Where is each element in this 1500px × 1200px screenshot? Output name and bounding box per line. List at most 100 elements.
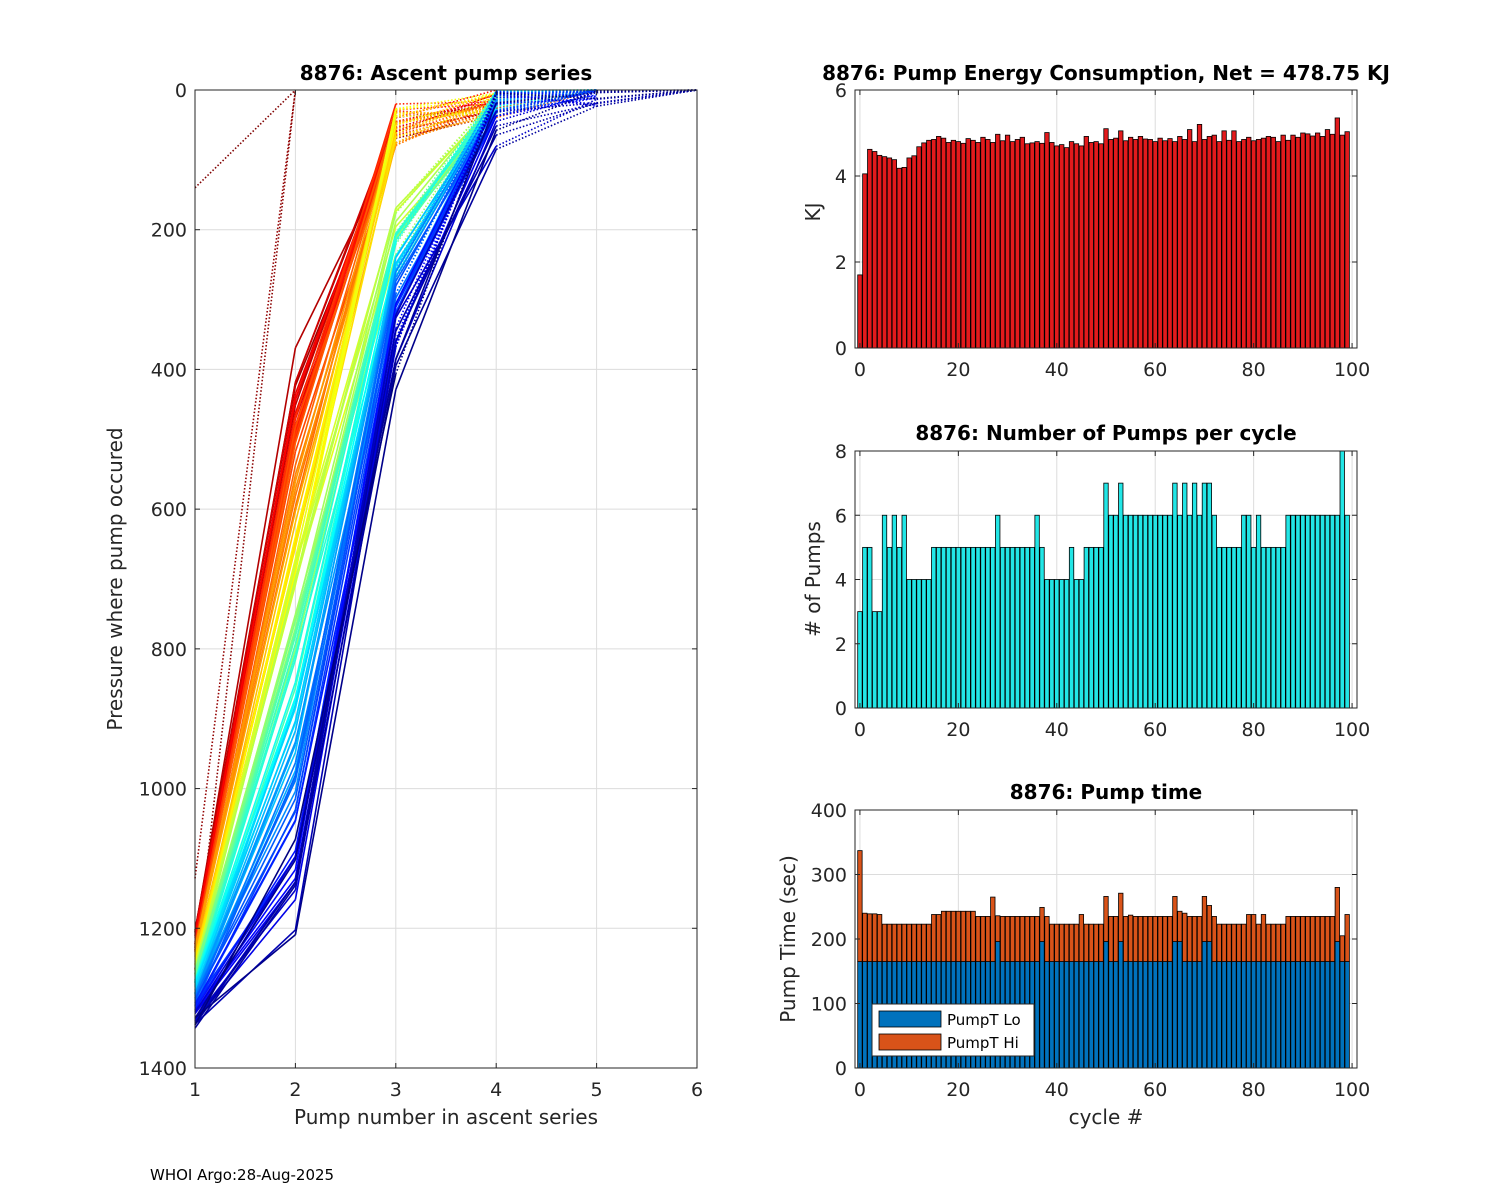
ascent-line-segment <box>395 102 497 146</box>
pumps-bar <box>1044 579 1050 709</box>
pumptime-bar-hi <box>980 916 986 962</box>
pumps-bar <box>1049 579 1055 709</box>
ascent-line-segment <box>496 91 597 104</box>
pumptime-bar-hi <box>1319 916 1326 962</box>
energy-bar <box>1093 141 1099 349</box>
y-tick-label: 0 <box>835 1058 847 1080</box>
pumptime-bar-hi <box>1137 916 1144 962</box>
pumptime-bar-lo <box>1059 961 1065 1069</box>
pumptime-bar-hi <box>1029 916 1035 962</box>
ascent-axes-box <box>194 89 698 1069</box>
energy-bar <box>1123 140 1129 349</box>
pumptime-bar-lo <box>1300 961 1306 1069</box>
energy-bar <box>1044 132 1050 349</box>
pumps-bar <box>970 546 976 709</box>
y-tick-label: 2 <box>835 634 847 656</box>
energy-bar <box>1191 141 1198 349</box>
pumps-bar <box>1000 546 1006 709</box>
energy-bar <box>1147 139 1153 349</box>
pumptime-bar-lo <box>1118 941 1124 1069</box>
ascent-line-segment <box>294 373 397 840</box>
ascent-line-segment <box>395 100 497 105</box>
ascent-line-segment <box>194 877 297 1012</box>
x-tick-label: 100 <box>1334 719 1370 741</box>
pumps-bar <box>1280 546 1286 709</box>
pumptime-bar-lo <box>1324 961 1331 1069</box>
energy-bar <box>886 157 893 349</box>
y-tick-label: 1000 <box>139 779 187 801</box>
ascent-line-segment <box>294 268 397 731</box>
pumps-bar <box>945 546 952 709</box>
y-tick-label: 6 <box>835 505 847 527</box>
pumps-bar <box>1196 514 1203 709</box>
pumptime-bar-hi <box>1201 896 1208 942</box>
pumptime-bar-lo <box>1127 961 1134 1069</box>
ascent-line-segment <box>194 510 297 952</box>
x-tick-label: 80 <box>1242 1079 1266 1101</box>
pumps-bar <box>1182 482 1188 709</box>
ascent-line-segment <box>395 103 497 305</box>
pumps-bar <box>896 546 902 709</box>
footer-stamp: WHOI Argo:28-Aug-2025 <box>150 1166 335 1184</box>
pumps-bar <box>995 514 1001 709</box>
energy-bar <box>1059 144 1065 349</box>
x-tick-label: 0 <box>854 719 866 741</box>
pumptime-bar-lo <box>1137 961 1144 1069</box>
pumps-bar <box>862 546 868 709</box>
pumps-bar <box>886 546 893 709</box>
pumptime-bar-hi <box>1108 916 1114 962</box>
legend-label-lo: PumpT Lo <box>947 1011 1021 1029</box>
x-tick-label: 4 <box>490 1079 502 1101</box>
ascent-line-segment <box>294 280 397 776</box>
energy-bar <box>1152 141 1158 349</box>
pumptime-bar-hi <box>1310 916 1316 962</box>
ascent-line-segment <box>294 234 397 661</box>
pumps-bar <box>1088 546 1094 709</box>
pumptime-bar-hi <box>1182 912 1188 962</box>
pumptime-bar-lo <box>1295 961 1301 1069</box>
pumps-bar <box>1201 482 1208 709</box>
pumps-bar <box>872 611 878 709</box>
ascent-line-segment <box>495 98 597 147</box>
pumps-bar <box>911 579 917 709</box>
pumptime-bar-hi <box>1206 905 1212 942</box>
pumptime-bar-lo <box>1305 961 1311 1069</box>
x-tick-label: 40 <box>1045 359 1069 381</box>
pumptime-bar-hi <box>1295 916 1301 962</box>
energy-bar <box>1108 139 1114 349</box>
pumptime-bar-hi <box>1103 896 1109 942</box>
pumps-bar <box>975 546 981 709</box>
ascent-line-segment <box>395 97 497 134</box>
energy-bar <box>940 137 947 349</box>
energy-bar <box>1103 128 1109 349</box>
pumptime-bar-lo <box>1191 961 1198 1069</box>
pumptime-bar-lo <box>1167 961 1173 1069</box>
pumptime-bar-hi <box>1191 916 1198 962</box>
pumptime-bar-hi <box>1241 923 1247 962</box>
pumps-bar <box>1059 579 1065 709</box>
y-tick-label: 800 <box>151 639 187 661</box>
pumptime-bar-lo <box>1206 941 1212 1069</box>
pumps-bar <box>990 546 996 709</box>
pumptime-bar-hi <box>1231 923 1237 962</box>
pumptime-bar-lo <box>1329 961 1336 1069</box>
ascent-line-segment <box>194 934 296 1019</box>
x-tick-label: 60 <box>1143 359 1167 381</box>
pumps-bar <box>1206 482 1212 709</box>
pumps-bar <box>1241 514 1247 709</box>
ascent-line-segment <box>294 208 397 579</box>
pumptime-bar-lo <box>1123 961 1129 1069</box>
x-tick-label: 80 <box>1242 719 1266 741</box>
pumptime-bar-lo <box>1039 941 1045 1069</box>
energy-bar <box>936 136 942 349</box>
energy-bar <box>955 141 961 349</box>
energy-bar <box>1118 130 1124 349</box>
ascent-line-segment <box>496 89 597 106</box>
pumps-bar <box>1260 546 1267 709</box>
pumptime-bar-hi <box>886 923 893 962</box>
pumps-bar <box>1251 546 1257 709</box>
pumps-bar <box>1324 514 1331 709</box>
pumptime-bar-hi <box>1329 916 1336 962</box>
x-tick-label: 40 <box>1045 719 1069 741</box>
energy-bar <box>1280 134 1286 349</box>
